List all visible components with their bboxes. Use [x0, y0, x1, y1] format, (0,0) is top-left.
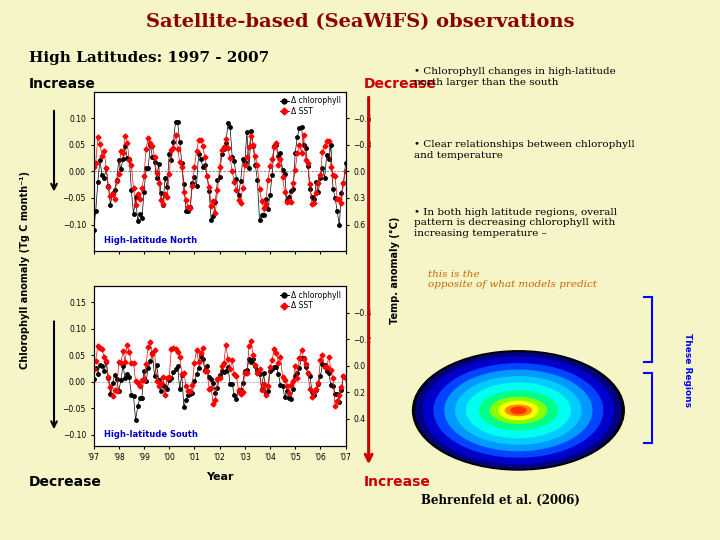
Ellipse shape — [467, 383, 570, 437]
Text: High-latitude North: High-latitude North — [104, 236, 197, 245]
Text: Year: Year — [206, 472, 233, 483]
Ellipse shape — [416, 353, 621, 468]
Legend: Δ chlorophyll, Δ SST: Δ chlorophyll, Δ SST — [279, 96, 342, 117]
Text: Decrease: Decrease — [364, 77, 436, 91]
Ellipse shape — [490, 397, 546, 423]
Text: Temp. anomaly (°C): Temp. anomaly (°C) — [390, 217, 400, 323]
Text: Increase: Increase — [364, 475, 431, 489]
Legend: Δ chlorophyll, Δ SST: Δ chlorophyll, Δ SST — [279, 290, 342, 311]
Text: These Regions: These Regions — [683, 333, 692, 407]
Text: • Chlorophyll changes in high-latitude
north larger than the south: • Chlorophyll changes in high-latitude n… — [414, 68, 616, 87]
Ellipse shape — [423, 357, 613, 463]
Ellipse shape — [499, 401, 538, 420]
Ellipse shape — [510, 407, 526, 414]
Ellipse shape — [505, 405, 531, 416]
Text: High-latitude South: High-latitude South — [104, 430, 197, 439]
Text: • Clear relationships between chlorophyll
and temperature: • Clear relationships between chlorophyl… — [414, 140, 635, 160]
Text: Behrenfeld et al. (2006): Behrenfeld et al. (2006) — [421, 494, 580, 507]
Text: Chlorophyll anomaly (Tg C month⁻¹): Chlorophyll anomaly (Tg C month⁻¹) — [20, 171, 30, 369]
Ellipse shape — [480, 391, 557, 430]
Text: Decrease: Decrease — [29, 475, 102, 489]
Text: Increase: Increase — [29, 77, 96, 91]
Text: this is the
opposite of what models predict: this is the opposite of what models pred… — [428, 270, 598, 289]
Text: Satellite-based (SeaWiFS) observations: Satellite-based (SeaWiFS) observations — [145, 14, 575, 31]
Ellipse shape — [413, 351, 624, 470]
Ellipse shape — [456, 377, 581, 444]
Ellipse shape — [445, 370, 592, 450]
Text: High Latitudes: 1997 - 2007: High Latitudes: 1997 - 2007 — [29, 51, 269, 65]
Ellipse shape — [434, 364, 603, 457]
Text: • In both high latitude regions, overall
pattern is decreasing chlorophyll with
: • In both high latitude regions, overall… — [414, 208, 617, 238]
